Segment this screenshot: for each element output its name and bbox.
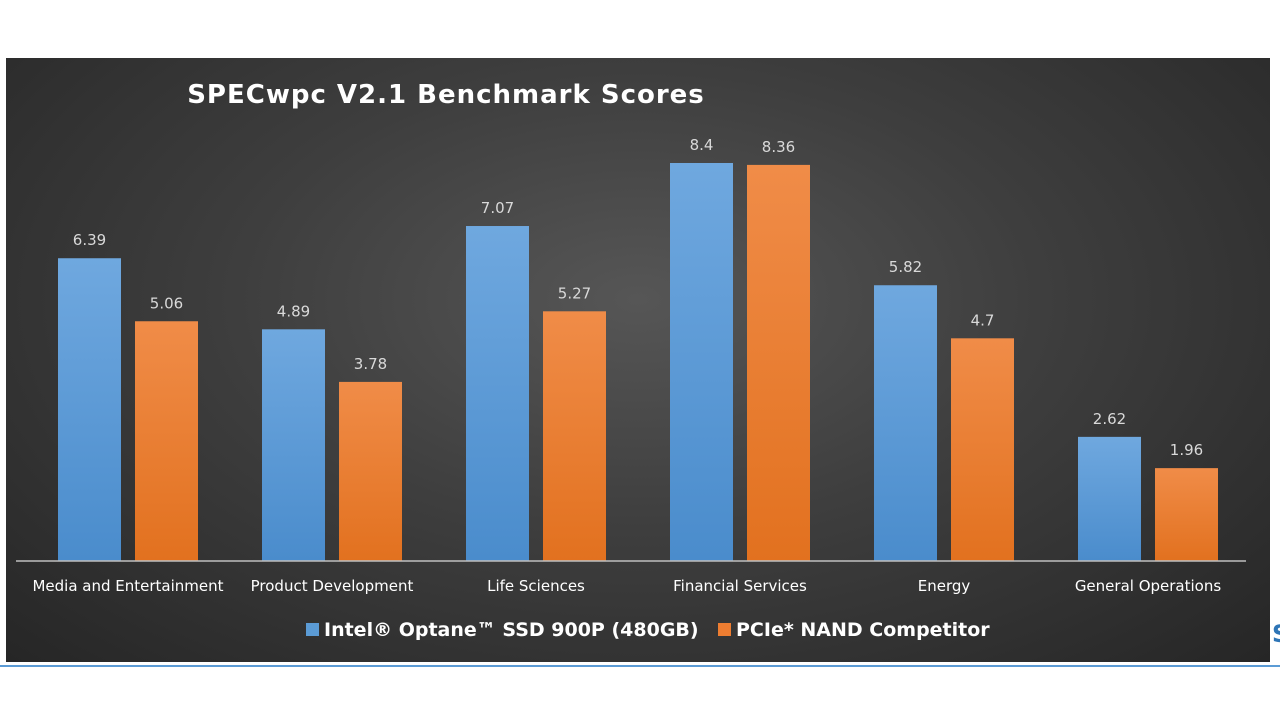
legend-swatch-nand bbox=[718, 623, 731, 636]
legend-label-nand: PCIe* NAND Competitor bbox=[736, 619, 990, 641]
x-tick-labels: Media and Entertainment Product Developme… bbox=[32, 577, 1221, 595]
x-tick-label-0: Media and Entertainment bbox=[32, 577, 223, 595]
bar-optane-3 bbox=[670, 163, 733, 561]
data-label-optane-5: 2.62 bbox=[1093, 410, 1126, 428]
data-label-optane-0: 6.39 bbox=[73, 231, 106, 249]
data-label-optane-1: 4.89 bbox=[277, 302, 310, 320]
bar-optane-2 bbox=[466, 226, 529, 561]
x-tick-label-1: Product Development bbox=[251, 577, 414, 595]
legend: Intel® Optane™ SSD 900P (480GB) PCIe* NAN… bbox=[306, 619, 990, 641]
bar-optane-0 bbox=[58, 258, 121, 561]
data-label-optane-3: 8.4 bbox=[690, 136, 714, 154]
bars-layer: 6.39 5.06 4.89 3.78 7.07 5.27 8.4 8.36 5.82 4.7 2.… bbox=[58, 136, 1218, 561]
data-label-nand-0: 5.06 bbox=[150, 294, 183, 312]
bar-nand-5 bbox=[1155, 468, 1218, 561]
bar-nand-2 bbox=[543, 311, 606, 561]
bar-nand-4 bbox=[951, 338, 1014, 561]
x-tick-label-4: Energy bbox=[918, 577, 971, 595]
legend-swatch-optane bbox=[306, 623, 319, 636]
bar-optane-5 bbox=[1078, 436, 1141, 561]
x-tick-label-2: Life Sciences bbox=[487, 577, 585, 595]
chart-panel: SPECwpc V2.1 Benchmark Scores 6.39 5.06 4.… bbox=[6, 58, 1270, 662]
data-label-optane-2: 7.07 bbox=[481, 199, 514, 217]
data-label-nand-3: 8.36 bbox=[762, 138, 795, 156]
bar-optane-4 bbox=[874, 285, 937, 561]
x-tick-label-5: General Operations bbox=[1075, 577, 1222, 595]
bar-chart: SPECwpc V2.1 Benchmark Scores 6.39 5.06 4.… bbox=[16, 80, 1246, 641]
edge-text: S bbox=[1272, 620, 1280, 648]
legend-label-optane: Intel® Optane™ SSD 900P (480GB) bbox=[324, 619, 699, 641]
data-label-nand-5: 1.96 bbox=[1170, 441, 1203, 459]
bar-nand-1 bbox=[339, 381, 402, 561]
chart-title: SPECwpc V2.1 Benchmark Scores bbox=[187, 80, 705, 110]
x-tick-label-3: Financial Services bbox=[673, 577, 807, 595]
data-label-optane-4: 5.82 bbox=[889, 258, 922, 276]
bar-nand-3 bbox=[747, 164, 810, 561]
bar-nand-0 bbox=[135, 321, 198, 561]
data-label-nand-1: 3.78 bbox=[354, 355, 387, 373]
data-label-nand-2: 5.27 bbox=[558, 284, 591, 302]
bottom-rule bbox=[0, 665, 1280, 667]
bar-optane-1 bbox=[262, 329, 325, 561]
data-label-nand-4: 4.7 bbox=[971, 311, 995, 329]
